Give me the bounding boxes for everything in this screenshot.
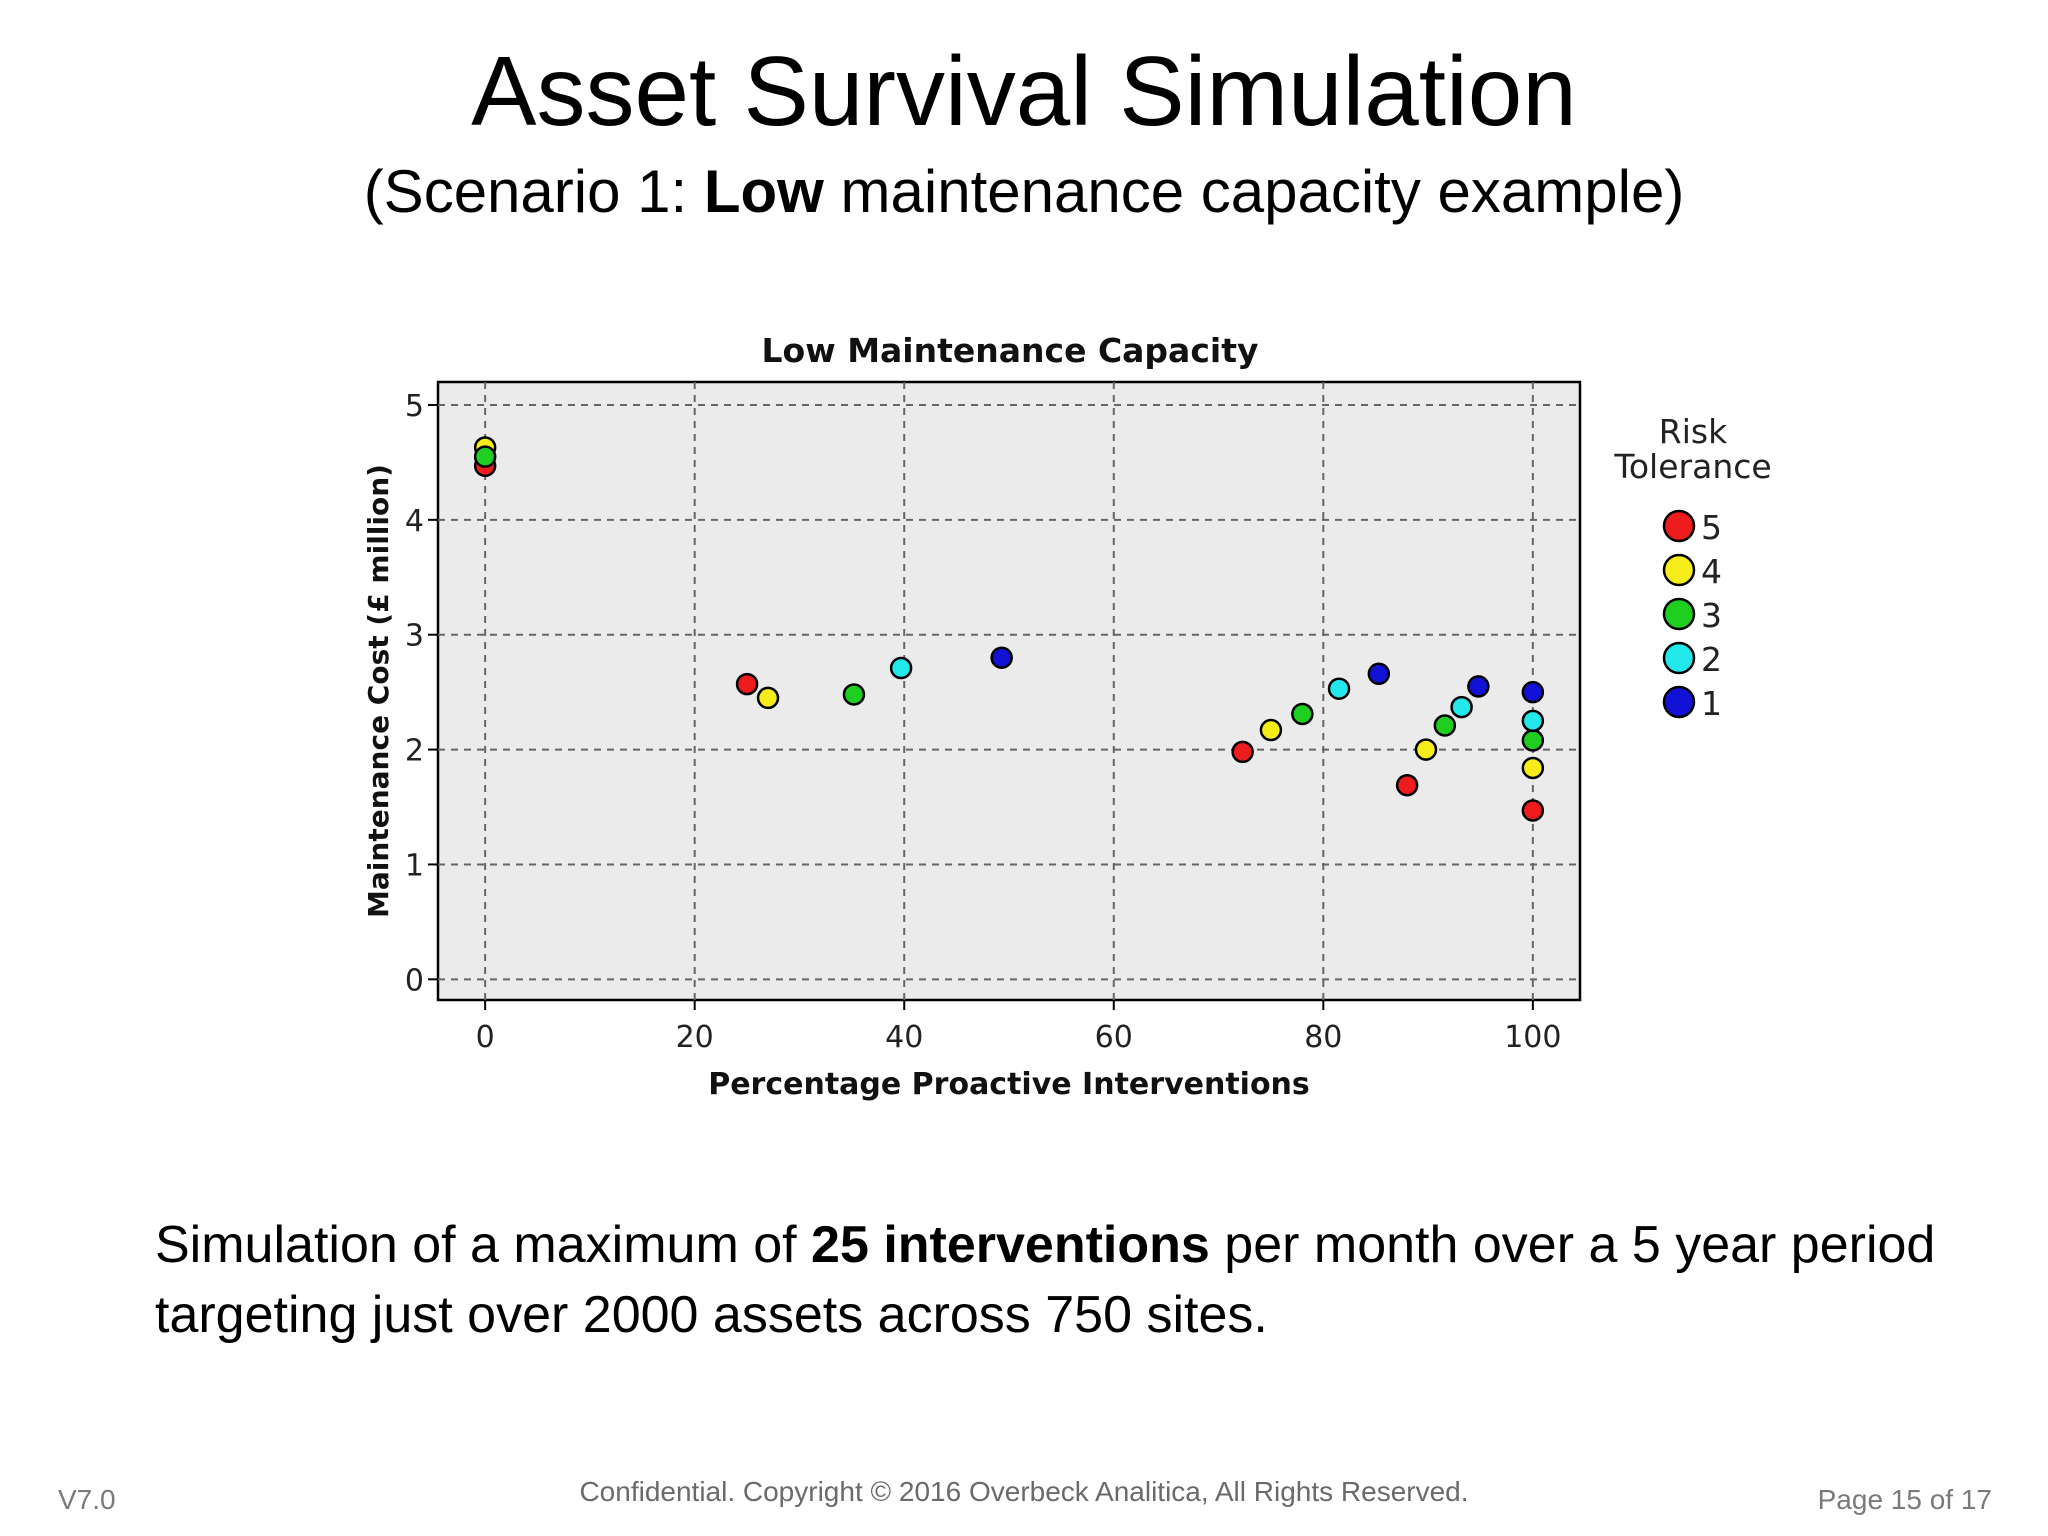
x-tick-label: 100 <box>1504 1020 1561 1055</box>
slide-title: Asset Survival Simulation <box>471 36 1577 146</box>
subtitle-suffix: maintenance capacity example) <box>823 158 1685 225</box>
data-point-risk-2 <box>889 656 913 680</box>
data-point-risk-3 <box>473 445 497 468</box>
data-points <box>473 436 1545 822</box>
y-tick-label: 3 <box>405 619 424 654</box>
data-point-risk-5 <box>735 672 759 696</box>
axis-ticks: 0 20 40 60 80 100 0 1 2 3 4 5 <box>405 389 1562 1055</box>
data-point-risk-5 <box>1231 740 1254 764</box>
subtitle-emphasis: Low <box>703 158 824 225</box>
legend-label-5: 5 <box>1701 508 1722 547</box>
y-tick-label: 0 <box>405 963 424 998</box>
legend: Risk Tolerance 5 4 3 2 1 <box>1613 412 1771 723</box>
data-point-risk-3 <box>1521 729 1545 752</box>
data-point-risk-4 <box>1521 756 1545 780</box>
x-tick-label: 60 <box>1095 1020 1133 1055</box>
subtitle-prefix: (Scenario 1: <box>363 158 704 225</box>
data-point-risk-3 <box>1433 714 1457 737</box>
x-tick-label: 40 <box>885 1020 923 1055</box>
legend-marker-5 <box>1662 509 1696 543</box>
data-point-risk-1 <box>1367 662 1391 686</box>
y-tick-label: 5 <box>405 389 424 424</box>
data-point-risk-1 <box>1467 675 1490 698</box>
data-point-risk-4 <box>756 686 780 710</box>
legend-label-2: 2 <box>1701 640 1722 679</box>
caption-emphasis: 25 interventions <box>811 1216 1210 1274</box>
legend-marker-1 <box>1662 685 1696 719</box>
plot-area <box>436 380 1582 1002</box>
x-tick-label: 0 <box>476 1020 495 1055</box>
legend-label-3: 3 <box>1701 596 1722 635</box>
slide-caption: Simulation of a maximum of 25 interventi… <box>155 1210 1955 1350</box>
footer-version: V7.0 <box>58 1484 116 1515</box>
scatter-chart: Low Maintenance Capacity 0 20 40 60 80 100 0 1 2… <box>362 331 1772 1102</box>
caption-suffix: per month over a 5 year period targeting… <box>155 1216 1936 1344</box>
caption-prefix: Simulation of a maximum of <box>155 1216 812 1274</box>
legend-marker-4 <box>1662 553 1696 587</box>
x-tick-label: 80 <box>1304 1020 1342 1055</box>
data-point-risk-2 <box>1450 695 1473 719</box>
legend-title-line-2: Tolerance <box>1613 447 1771 486</box>
data-point-risk-5 <box>1395 773 1419 797</box>
data-point-risk-4 <box>1414 738 1438 761</box>
data-point-risk-4 <box>1259 718 1283 742</box>
grid-lines <box>438 382 1580 1000</box>
data-point-risk-2 <box>1521 709 1545 733</box>
legend-marker-3 <box>1662 597 1696 631</box>
legend-marker-2 <box>1662 641 1696 675</box>
slide-subtitle: (Scenario 1: Low maintenance capacity ex… <box>0 152 2048 232</box>
chart-title: Low Maintenance Capacity <box>762 331 1259 370</box>
footer-copyright: Confidential. Copyright © 2016 Overbeck … <box>579 1476 1469 1507</box>
x-tick-label: 20 <box>676 1020 714 1055</box>
x-axis-label: Percentage Proactive Interventions <box>708 1067 1310 1102</box>
y-tick-label: 1 <box>405 848 424 883</box>
legend-title-line-1: Risk <box>1659 412 1728 451</box>
data-point-risk-2 <box>1327 677 1351 700</box>
footer-page-number: Page 15 of 17 <box>1817 1484 1992 1515</box>
legend-label-4: 4 <box>1701 552 1722 591</box>
data-point-risk-3 <box>842 683 866 706</box>
legend-label-1: 1 <box>1701 684 1722 723</box>
data-point-risk-1 <box>990 646 1013 669</box>
data-point-risk-1 <box>1521 680 1545 704</box>
y-tick-label: 2 <box>405 734 424 769</box>
data-point-risk-3 <box>1291 702 1314 726</box>
y-axis-label: Maintenance Cost (£ million) <box>362 464 395 918</box>
y-tick-label: 4 <box>405 504 424 539</box>
data-point-risk-5 <box>1521 799 1545 822</box>
